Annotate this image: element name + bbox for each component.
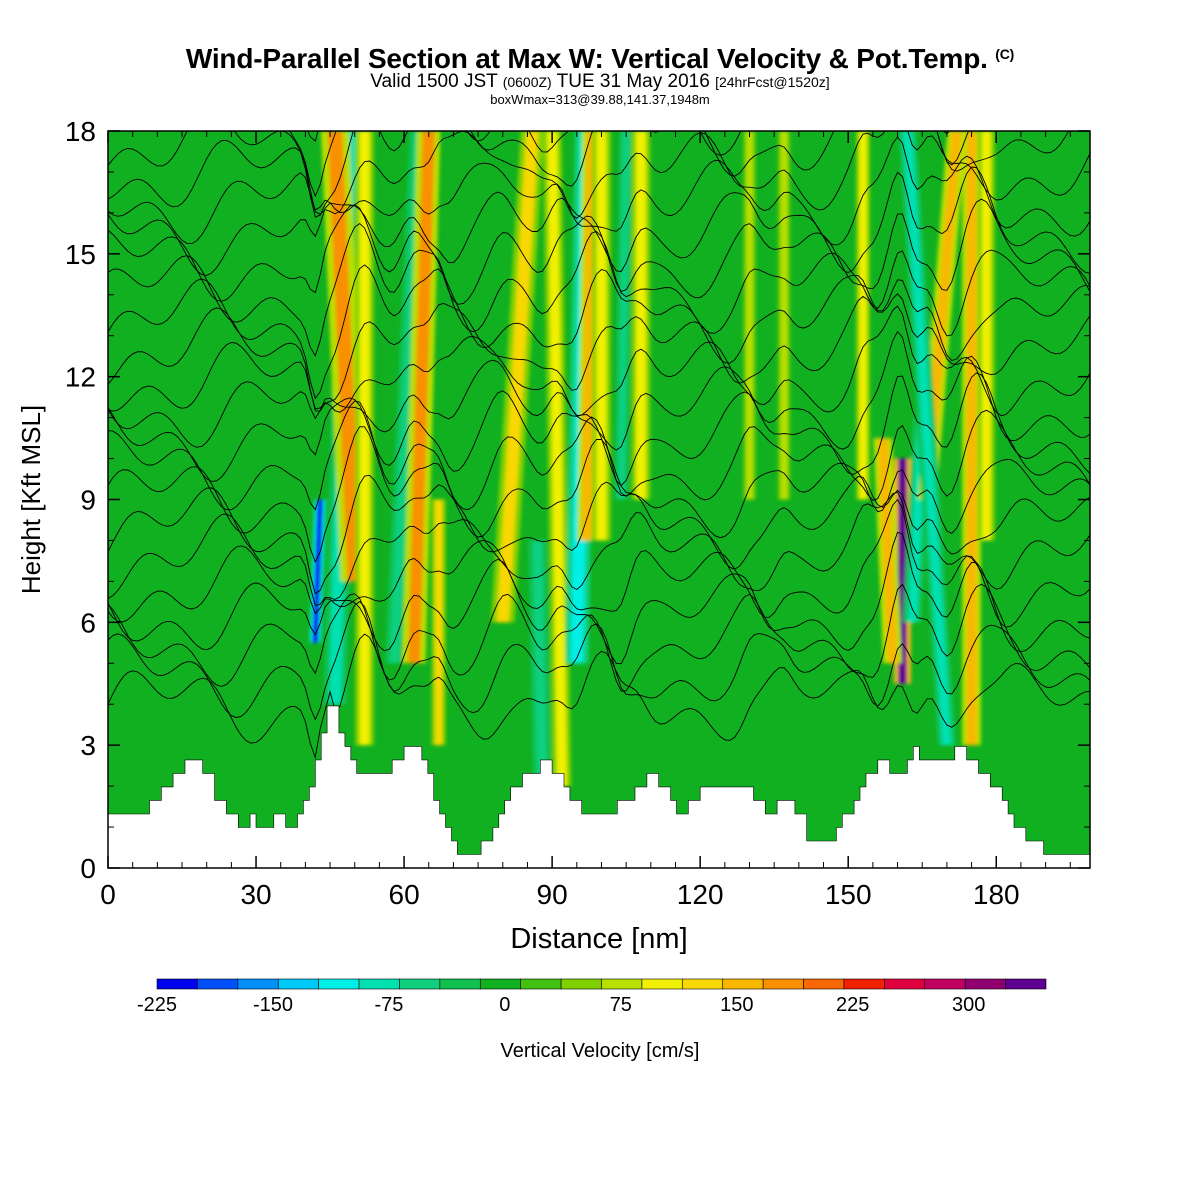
colorbar-swatch [197,978,239,990]
x-tick-label: 30 [240,879,271,910]
isentrope-line [108,166,1090,276]
velocity-band [859,131,867,500]
y-tick-label: 18 [65,116,96,147]
colorbar-swatch [358,978,400,990]
colorbar-swatch [843,978,885,990]
isentrope-line [108,491,1090,606]
velocity-band [407,131,435,664]
isentrope-line [108,136,1090,246]
box-max-info: boxWmax=313@39.88,141.37,1948m [490,92,710,107]
isentrope-line [108,498,1090,628]
colorbar-swatch [722,978,764,990]
colorbar-swatch [682,978,724,990]
plot-area [108,131,1090,868]
isentrope-line [108,633,1090,760]
velocity-bands [309,131,995,787]
velocity-band [496,131,539,623]
colorbar-tick-label: 75 [610,994,632,1016]
colorbar-swatch [762,978,804,990]
isentrope-line [108,198,1090,305]
colorbar-swatch [1005,978,1047,990]
colorbar-swatch [964,978,1006,990]
colorbar-tick-labels: -225 -150 -75 0 75 150 225 300 [137,994,985,1016]
colorbar-tick-label: 300 [952,994,985,1016]
velocity-band [359,131,370,746]
y-axis-label: Height [Kft MSL] [16,405,46,594]
colorbar-swatch [924,978,966,990]
colorbar-swatch [479,978,521,990]
isentrope-line [108,223,1090,357]
isentrope-line [108,264,1090,400]
x-tick-label: 90 [537,879,568,910]
colorbar-swatch [399,978,441,990]
isentrope-line [108,131,1090,219]
velocity-band [636,131,646,500]
isentrope-line [108,131,1070,218]
colorbar-swatch [601,978,643,990]
velocity-band [434,499,443,746]
colorbar-tick-label: -150 [253,994,293,1016]
x-tick-label: 120 [677,879,724,910]
colorbar-swatch [641,978,683,990]
colorbar-swatch [884,978,926,990]
isentrope-line [108,293,1090,412]
colorbar-swatch [277,978,319,990]
potential-temperature-contours [108,131,1090,760]
velocity-band [327,131,363,582]
y-tick-label: 3 [80,730,96,761]
colorbar [156,978,1047,990]
velocity-band [877,438,898,664]
colorbar-swatch [803,978,845,990]
isentrope-line [108,531,1090,665]
y-tick-label: 6 [80,607,96,638]
y-tick-label: 12 [65,362,96,393]
isentrope-line [108,330,1090,451]
isentrope-line [108,305,1090,417]
y-tick-label: 15 [65,239,96,270]
valid-time: Valid 1500 JST (0600Z) TUE 31 May 2016 [… [370,71,830,92]
colorbar-swatch [237,978,279,990]
isentrope-line [108,426,1090,564]
colorbar-tick-label: 150 [720,994,753,1016]
velocity-band [966,131,977,746]
x-tick-label: 150 [825,879,872,910]
velocity-band [596,131,607,541]
isentrope-line [108,583,1090,692]
y-tick-label: 9 [80,485,96,516]
isentrope-line [108,400,1090,511]
isentrope-line [108,474,1090,595]
velocity-band [532,540,548,787]
velocity-band [981,131,991,541]
velocity-band [312,499,324,643]
copyright-mark: (C) [995,46,1015,62]
terrain [108,705,1090,868]
x-tick-label: 0 [100,879,116,910]
x-tick-label: 180 [973,879,1020,910]
isentrope-line [307,131,950,142]
x-axis-label: Distance [nm] [510,923,687,955]
velocity-band [902,131,952,746]
colorbar-tick-label: -75 [374,994,403,1016]
colorbar-swatch [318,978,360,990]
chart-title: Wind-Parallel Section at Max W: Vertical… [185,43,1015,74]
colorbar-tick-label: 0 [499,994,510,1016]
y-tick-label: 0 [80,853,96,884]
colorbar-swatch [156,978,198,990]
colorbar-swatch [560,978,602,990]
velocity-band [617,131,630,500]
colorbar-tick-label: 225 [836,994,869,1016]
colorbar-swatch [439,978,481,990]
x-axis-ticks: 0 30 60 90 120 150 180 [100,131,1071,910]
colorbar-swatch [520,978,562,990]
y-axis-ticks: 0 3 6 9 12 15 18 [65,116,1090,884]
colorbar-label: Vertical Velocity [cm/s] [501,1040,700,1062]
colorbar-tick-label: -225 [137,994,177,1016]
x-tick-label: 60 [389,879,420,910]
velocity-band [780,131,788,500]
velocity-band [745,131,754,500]
